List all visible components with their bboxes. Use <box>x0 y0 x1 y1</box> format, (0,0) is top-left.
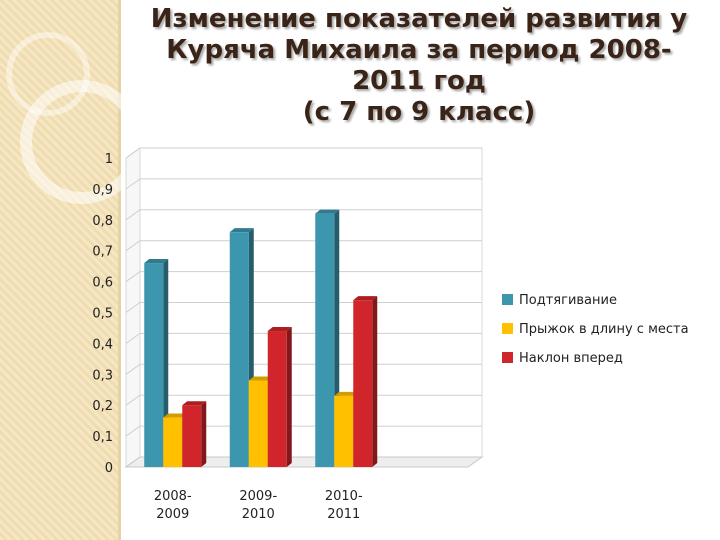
bar-front <box>267 331 287 467</box>
bar-top <box>182 401 207 406</box>
gridline <box>125 271 482 283</box>
title-line-1: Изменение показателей развития у <box>150 4 688 34</box>
bar-top <box>267 327 292 332</box>
bar-front <box>163 417 183 467</box>
bar-top <box>144 259 169 264</box>
title-line-4: (с 7 по 9 класс) <box>302 97 536 127</box>
bar <box>229 228 254 467</box>
x-tick-label: 2010 <box>242 507 275 522</box>
legend-label: Подтягивание <box>519 293 617 308</box>
gridline <box>125 240 482 252</box>
bar-front <box>353 300 373 467</box>
bar <box>182 401 207 467</box>
gridline <box>125 178 482 190</box>
y-tick-label: 0,8 <box>92 214 113 229</box>
legend-swatch <box>502 294 513 305</box>
slide-title: Изменение показателей развития у Куряча … <box>118 4 720 128</box>
gridline <box>125 147 482 159</box>
bar <box>267 327 292 467</box>
bar-front <box>315 213 335 467</box>
y-tick-label: 0,2 <box>92 399 113 414</box>
legend-swatch <box>502 352 513 363</box>
x-tick-label: 2009- <box>239 489 277 504</box>
bar-front <box>248 380 268 467</box>
title-line-3: 2011 год <box>352 66 486 96</box>
bar-top <box>248 376 273 381</box>
bar-front <box>144 263 164 467</box>
bar-top <box>353 296 378 301</box>
y-tick-label: 0,5 <box>92 307 113 322</box>
bar-top <box>315 209 340 214</box>
bar-top <box>163 413 188 418</box>
y-tick-label: 0 <box>105 461 113 476</box>
y-tick-label: 0,7 <box>92 245 113 260</box>
x-tick-label: 2010- <box>325 489 363 504</box>
decorative-ring-small <box>6 32 90 116</box>
bar-side <box>201 401 207 467</box>
bar-side <box>286 327 292 467</box>
legend-label: Прыжок в длину с места <box>519 322 689 337</box>
title-line-2: Куряча Михаила за период 2008- <box>166 35 672 65</box>
y-tick-label: 0,3 <box>92 368 113 383</box>
bar-front <box>334 395 354 467</box>
bar-side <box>372 296 378 467</box>
bar <box>144 259 169 467</box>
y-tick-label: 0,1 <box>92 430 113 445</box>
bar-top <box>334 391 359 396</box>
x-tick-label: 2011 <box>327 507 360 522</box>
bar <box>353 296 378 467</box>
bar-front <box>182 405 202 467</box>
y-tick-label: 0,6 <box>92 276 113 291</box>
bar-top <box>229 228 254 233</box>
y-tick-label: 0,9 <box>92 183 113 198</box>
gridline <box>125 209 482 221</box>
x-tick-label: 2009 <box>156 507 189 522</box>
legend-swatch <box>502 323 513 334</box>
y-tick-label: 0,4 <box>92 337 113 352</box>
side-band-edge <box>118 0 121 540</box>
x-tick-label: 2008- <box>154 489 192 504</box>
legend-label: Наклон вперед <box>519 351 623 366</box>
bar-front <box>229 232 249 467</box>
y-tick-label: 1 <box>105 152 113 167</box>
